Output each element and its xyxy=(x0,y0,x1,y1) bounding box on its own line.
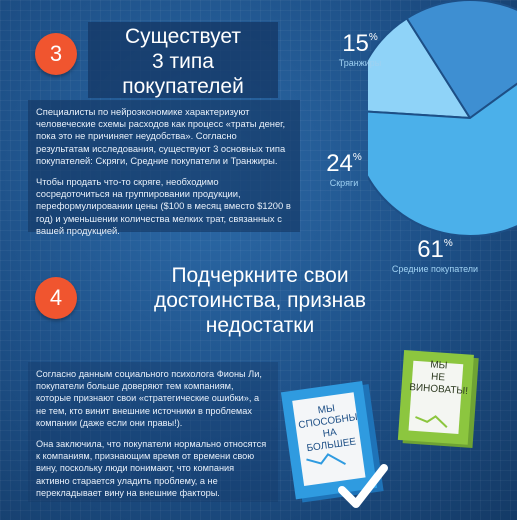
pie-slice xyxy=(368,16,472,120)
title-line: Существует xyxy=(124,25,242,48)
section-1-text: Специалисты по нейроэкономике характериз… xyxy=(28,100,300,236)
slice-value: 61 xyxy=(417,236,444,263)
check-icon xyxy=(338,464,388,508)
title-line: Подчеркните свои xyxy=(171,264,349,287)
title-line: недостатки xyxy=(205,314,315,337)
pie-slice xyxy=(405,0,517,120)
slice-label: Средние покупатели xyxy=(391,264,479,274)
paragraph: Согласно данным социального психолога Фи… xyxy=(36,369,262,428)
blue-doc-text: МЫ СПОСОБНЫ НА БОЛЬШЕЕ xyxy=(291,399,367,456)
step-number-badge-4: 4 xyxy=(35,277,77,319)
step-number: 3 xyxy=(49,41,63,66)
slice-label: Транжиры xyxy=(338,58,382,68)
percent-sign: % xyxy=(368,32,378,43)
section-title-1: Существует 3 типа покупателей xyxy=(88,22,278,98)
percent-sign: % xyxy=(352,152,362,163)
pie-chart xyxy=(368,0,517,237)
slice-value: 15 xyxy=(342,30,369,57)
section-title-2: Подчеркните свои достоинства, признав не… xyxy=(130,262,390,341)
step-number-badge-3: 3 xyxy=(35,33,77,75)
paragraph: Специалисты по нейроэкономике характериз… xyxy=(36,106,286,166)
percent-sign: % xyxy=(443,238,453,249)
slice-label: Скряги xyxy=(329,178,359,188)
title-line: покупателей xyxy=(122,75,244,98)
paragraph: Чтобы продать что-то скряге, необходимо … xyxy=(36,176,291,236)
pie-label-average: 61% Средние покупатели xyxy=(380,236,490,274)
pie-slice xyxy=(368,82,517,237)
pie-label-spenders: 15% Транжиры xyxy=(335,30,385,68)
section-2-text: Согласно данным социального психолога Фи… xyxy=(28,362,278,502)
title-line: достоинства, признав xyxy=(153,289,367,312)
title-line: 3 типа xyxy=(152,50,214,73)
documents-illustration xyxy=(280,350,479,508)
pie-label-misers: 24% Скряги xyxy=(322,150,366,188)
green-doc-text: МЫ НЕ ВИНОВАТЫ! xyxy=(409,358,468,398)
slice-value: 24 xyxy=(326,150,353,177)
paragraph: Она заключила, что покупатели нормально … xyxy=(36,439,267,498)
step-number: 4 xyxy=(49,285,63,310)
